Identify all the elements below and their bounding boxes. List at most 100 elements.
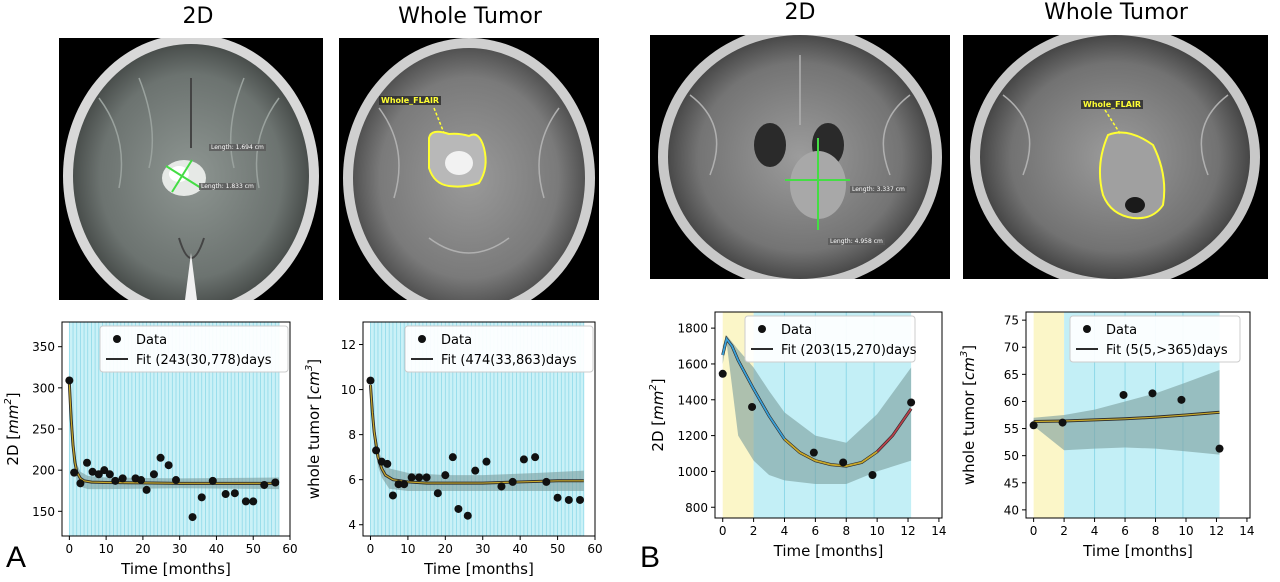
data-point: [454, 504, 463, 513]
chart-b-whole-tumor: 0 2 4 6 8 10 12 14 40 45 50 55 60 65 70 75 Time [months]…: [959, 298, 1270, 578]
legend-fit-label: Fit (243(30,778)days: [136, 353, 272, 368]
axes-frame: [362, 321, 596, 537]
y-tick-label: 1400: [677, 393, 708, 407]
x-tick-label: 12: [900, 524, 915, 538]
x-tick-label: 0: [367, 542, 375, 556]
x-tick-label: 20: [438, 542, 453, 556]
data-point: [83, 458, 92, 467]
data-point: [249, 497, 258, 506]
data-point: [197, 493, 206, 502]
x-tick-label: 0: [66, 542, 74, 556]
x-tick-label: 2: [750, 524, 758, 538]
x-tick-label: 40: [513, 542, 528, 556]
data-point: [433, 489, 442, 498]
data-point: [118, 474, 127, 483]
x-tick-label: 8: [842, 524, 850, 538]
data-point: [1029, 421, 1038, 430]
data-point: [809, 448, 818, 457]
measure-label-1: Length: 3.337 cm: [850, 186, 907, 193]
data-point: [441, 471, 450, 480]
legend-data-marker: [113, 335, 121, 343]
roi-label: Whole_FLAIR: [379, 96, 442, 105]
data-point: [105, 470, 114, 479]
y-tick-label: 800: [685, 501, 708, 515]
y-tick-label: 8: [348, 428, 356, 442]
data-point: [1119, 390, 1128, 399]
chart-a-whole-tumor: 0 10 20 30 40 50 60 4 6 8 10 12 Time [months] whole t…: [304, 314, 605, 578]
legend-data-label: Data: [441, 333, 472, 348]
pre-treatment-band: [1033, 312, 1065, 518]
data-point: [100, 466, 109, 475]
chart-b-2d: 0 2 4 6 8 10 12 14 800 1000 1200 1400 1600 1800 Time […: [635, 298, 955, 578]
data-point: [553, 493, 562, 502]
data-point: [88, 467, 97, 476]
x-tick-label: 14: [1239, 524, 1254, 538]
data-point: [497, 482, 506, 491]
legend-box: [99, 325, 289, 373]
mri-a-2d-image: Length: 1.694 cm Length: 1.833 cm: [59, 38, 323, 300]
x-tick-label: 60: [587, 542, 602, 556]
data-point: [407, 473, 416, 482]
data-point: [172, 476, 180, 485]
confidence-band: [1033, 370, 1220, 455]
data-point: [718, 369, 727, 378]
y-tick-label: 55: [1004, 422, 1019, 436]
y-axis-label: 2D [mm2]: [648, 378, 667, 451]
x-tick-label: 10: [1178, 524, 1193, 538]
data-point: [188, 513, 197, 522]
chart-a-2d: 0 10 20 30 40 50 60 150 200 250 300 350 Time [months…: [0, 314, 300, 578]
data-point: [868, 471, 877, 480]
legend-fit-label: Fit (5(5,>365)days: [1106, 343, 1228, 358]
y-tick-label: 45: [1004, 476, 1019, 490]
data-point: [839, 458, 848, 467]
legend-data-marker: [758, 325, 766, 333]
x-tick-label: 6: [1121, 524, 1129, 538]
data-point: [260, 480, 269, 489]
legend-box: [744, 315, 916, 363]
y-tick-label: 1600: [677, 357, 708, 371]
confidence-band: [69, 379, 279, 490]
fit-line-inner: [783, 438, 878, 467]
legend-box: [404, 325, 594, 373]
mri-b-whole-tumor-image: Whole_FLAIR: [963, 35, 1268, 279]
data-point: [542, 477, 551, 486]
legend-data-label: Data: [781, 323, 812, 338]
data-point: [142, 485, 151, 494]
panel-label-a: A: [6, 541, 27, 574]
data-point: [65, 376, 74, 385]
data-point: [372, 446, 381, 455]
panel-a-whole-tumor-title: Whole Tumor: [398, 4, 542, 29]
y-tick-label: 50: [1004, 449, 1019, 463]
data-point: [241, 497, 250, 506]
x-tick-label: 12: [1209, 524, 1224, 538]
data-point: [271, 478, 280, 487]
data-point: [394, 480, 403, 489]
legend-data-label: Data: [136, 333, 167, 348]
data-point: [366, 376, 375, 385]
data-point: [748, 402, 757, 411]
x-axis-label: Time [months]: [120, 560, 231, 578]
data-point: [564, 495, 573, 504]
legend-data-label: Data: [1106, 323, 1137, 338]
y-tick-label: 6: [348, 473, 356, 487]
data-point: [383, 459, 392, 468]
fit-line-rise: [876, 408, 912, 453]
panel-b-2d-title: 2D: [784, 0, 816, 25]
data-point: [230, 489, 239, 498]
x-tick-label: 30: [172, 542, 187, 556]
data-point: [415, 473, 424, 482]
x-axis-label: Time [months]: [1082, 542, 1193, 560]
data-point: [1148, 389, 1157, 398]
data-point: [519, 455, 528, 464]
data-point: [137, 476, 146, 485]
y-tick-label: 1200: [677, 429, 708, 443]
panel-b-whole-tumor-title: Whole Tumor: [1044, 0, 1188, 25]
axes-frame: [714, 311, 943, 519]
data-point: [208, 476, 217, 485]
data-point: [70, 468, 79, 477]
data-point: [576, 495, 585, 504]
roi-label: Whole_FLAIR: [1081, 100, 1144, 109]
x-tick-label: 30: [475, 542, 490, 556]
x-tick-label: 4: [781, 524, 789, 538]
x-tick-label: 20: [135, 542, 150, 556]
